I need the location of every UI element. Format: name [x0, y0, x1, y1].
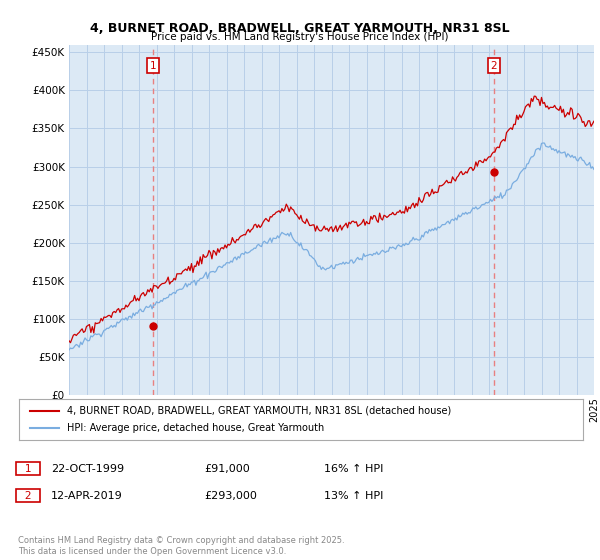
Text: Price paid vs. HM Land Registry's House Price Index (HPI): Price paid vs. HM Land Registry's House … — [151, 32, 449, 43]
Text: HPI: Average price, detached house, Great Yarmouth: HPI: Average price, detached house, Grea… — [67, 423, 325, 433]
Text: £293,000: £293,000 — [204, 491, 257, 501]
Text: 4, BURNET ROAD, BRADWELL, GREAT YARMOUTH, NR31 8SL: 4, BURNET ROAD, BRADWELL, GREAT YARMOUTH… — [90, 22, 510, 35]
Text: 1: 1 — [149, 60, 157, 71]
Text: 2: 2 — [18, 491, 38, 501]
Text: 2: 2 — [491, 60, 497, 71]
Text: 16% ↑ HPI: 16% ↑ HPI — [324, 464, 383, 474]
Text: 22-OCT-1999: 22-OCT-1999 — [51, 464, 124, 474]
Text: £91,000: £91,000 — [204, 464, 250, 474]
Text: 13% ↑ HPI: 13% ↑ HPI — [324, 491, 383, 501]
Text: 1: 1 — [18, 464, 38, 474]
Text: 4, BURNET ROAD, BRADWELL, GREAT YARMOUTH, NR31 8SL (detached house): 4, BURNET ROAD, BRADWELL, GREAT YARMOUTH… — [67, 405, 451, 416]
Text: 12-APR-2019: 12-APR-2019 — [51, 491, 123, 501]
Text: Contains HM Land Registry data © Crown copyright and database right 2025.
This d: Contains HM Land Registry data © Crown c… — [18, 536, 344, 556]
